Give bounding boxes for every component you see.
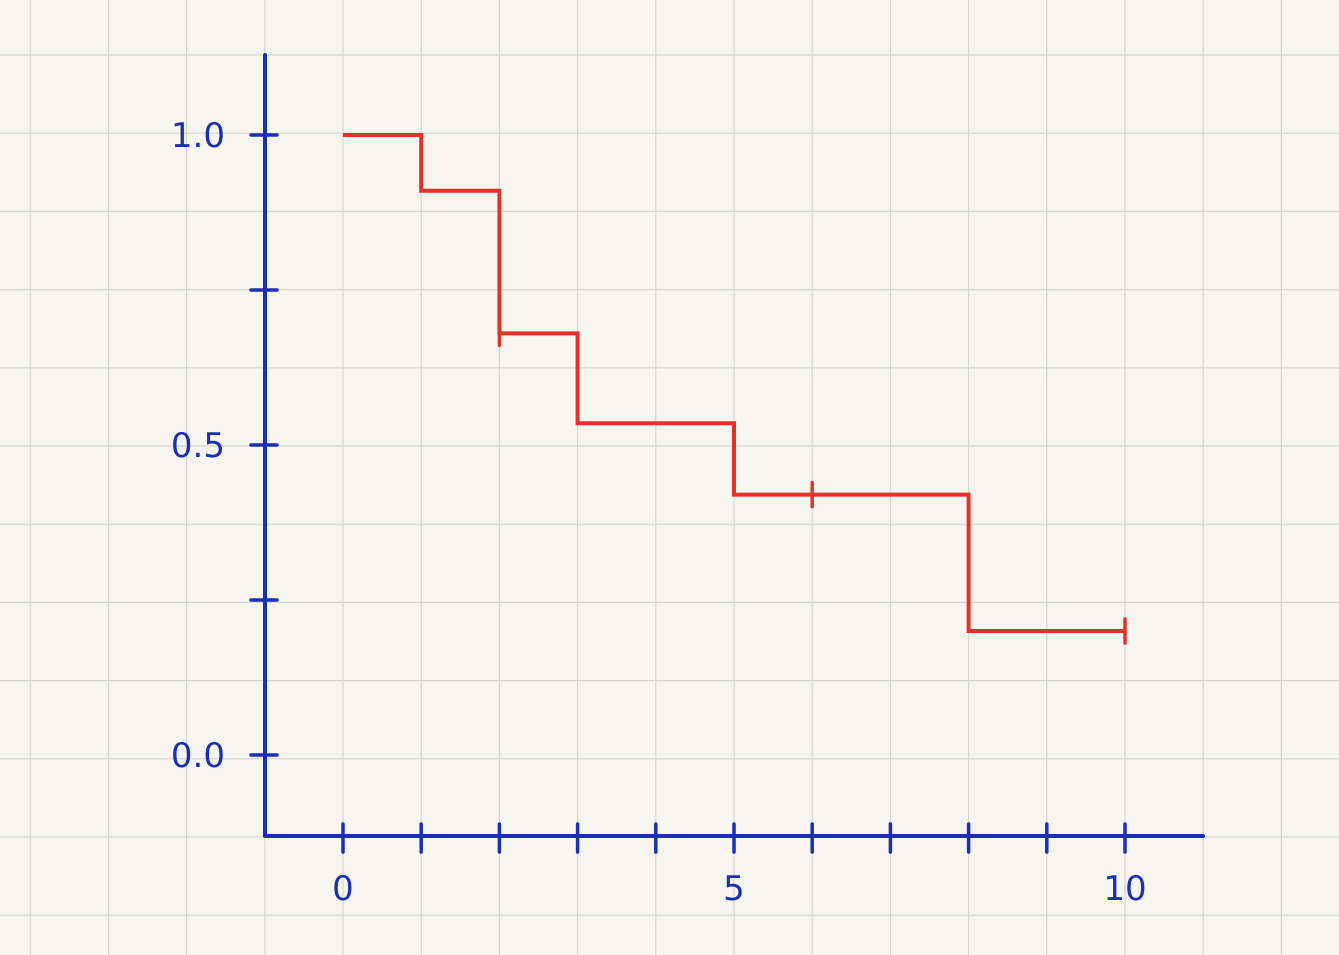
ticks: [249, 133, 1127, 854]
y-tick-label: 1.0: [171, 116, 225, 156]
y-tick-label: 0.5: [171, 426, 225, 466]
x-tick-label: 10: [1103, 869, 1146, 909]
y-tick-label: 0.0: [171, 736, 225, 776]
tick-labels: 0 5 10 0.0 0.5 1.0: [171, 116, 1147, 909]
x-tick-label: 5: [723, 869, 745, 909]
survival-step-line: [343, 133, 1125, 633]
x-tick-label: 0: [332, 869, 354, 909]
series: [343, 133, 1127, 645]
